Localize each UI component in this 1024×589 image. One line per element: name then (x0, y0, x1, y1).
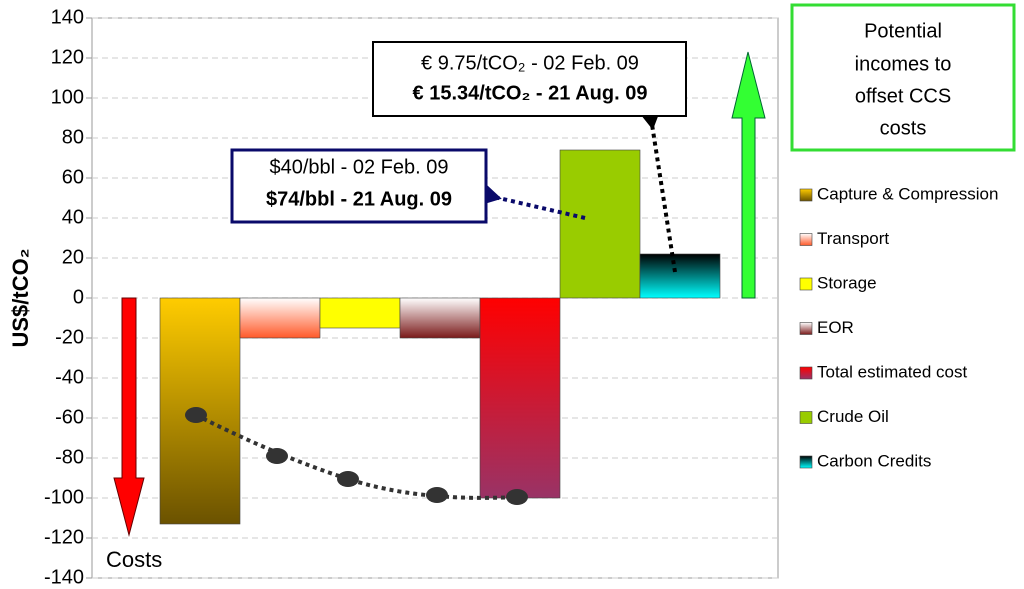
bar (479, 297, 561, 499)
y-tick-label: -80 (55, 446, 84, 468)
legend-label: Crude Oil (817, 407, 889, 426)
legend-label: EOR (817, 318, 854, 337)
y-axis-label: US$/tCO₂ (8, 248, 33, 347)
carbon-box (372, 41, 687, 117)
bar (319, 297, 401, 329)
legend-swatch (799, 188, 813, 202)
legend-label: Total estimated cost (817, 362, 968, 381)
incomes-box (790, 3, 1016, 152)
annotation: offset CCS (855, 85, 951, 107)
legend-label: Storage (817, 273, 877, 292)
annotation: € 15.34/tCO₂ - 21 Aug. 09 (413, 82, 648, 104)
legend-swatch (799, 322, 813, 335)
carbon-pointer (651, 118, 677, 273)
y-tick-label: 20 (62, 246, 84, 268)
y-tick-label: 0 (73, 286, 84, 308)
bar (559, 149, 641, 299)
y-tick-label: 140 (51, 6, 84, 28)
legend-swatch (799, 277, 813, 291)
y-tick-label: -140 (44, 566, 84, 588)
y-tick-label: -120 (44, 526, 84, 548)
legend-label: Capture & Compression (817, 184, 998, 203)
oil-box (230, 148, 488, 224)
bar (399, 297, 481, 339)
legend-swatch (799, 455, 813, 469)
annotation: incomes to (855, 53, 952, 75)
y-tick-label: -100 (44, 486, 84, 508)
y-tick-label: 60 (62, 166, 84, 188)
y-tick-label: 80 (62, 126, 84, 148)
annotation: $40/bbl - 02 Feb. 09 (269, 156, 448, 178)
annotation: costs (880, 117, 927, 139)
bar (639, 253, 721, 299)
legend-swatch (799, 366, 813, 380)
annotation: Potential (864, 20, 942, 42)
legend-swatch (799, 411, 813, 424)
legend-label: Transport (817, 229, 889, 248)
oil-pointer (490, 196, 586, 220)
costs-arrow (113, 297, 145, 537)
annotation: € 9.75/tCO₂ - 02 Feb. 09 (421, 52, 639, 74)
income-arrow (731, 51, 766, 299)
annotation: Costs (106, 547, 162, 572)
cost-curve (185, 407, 528, 505)
y-tick-label: 40 (62, 206, 84, 228)
y-tick-label: -60 (55, 406, 84, 428)
annotation: $74/bbl - 21 Aug. 09 (266, 188, 452, 210)
legend-swatch (799, 233, 813, 246)
y-tick-label: -20 (55, 326, 84, 348)
y-tick-label: -40 (55, 366, 84, 388)
y-tick-label: 100 (51, 86, 84, 108)
bar (239, 297, 321, 339)
y-tick-label: 120 (51, 46, 84, 68)
legend-label: Carbon Credits (817, 451, 931, 470)
